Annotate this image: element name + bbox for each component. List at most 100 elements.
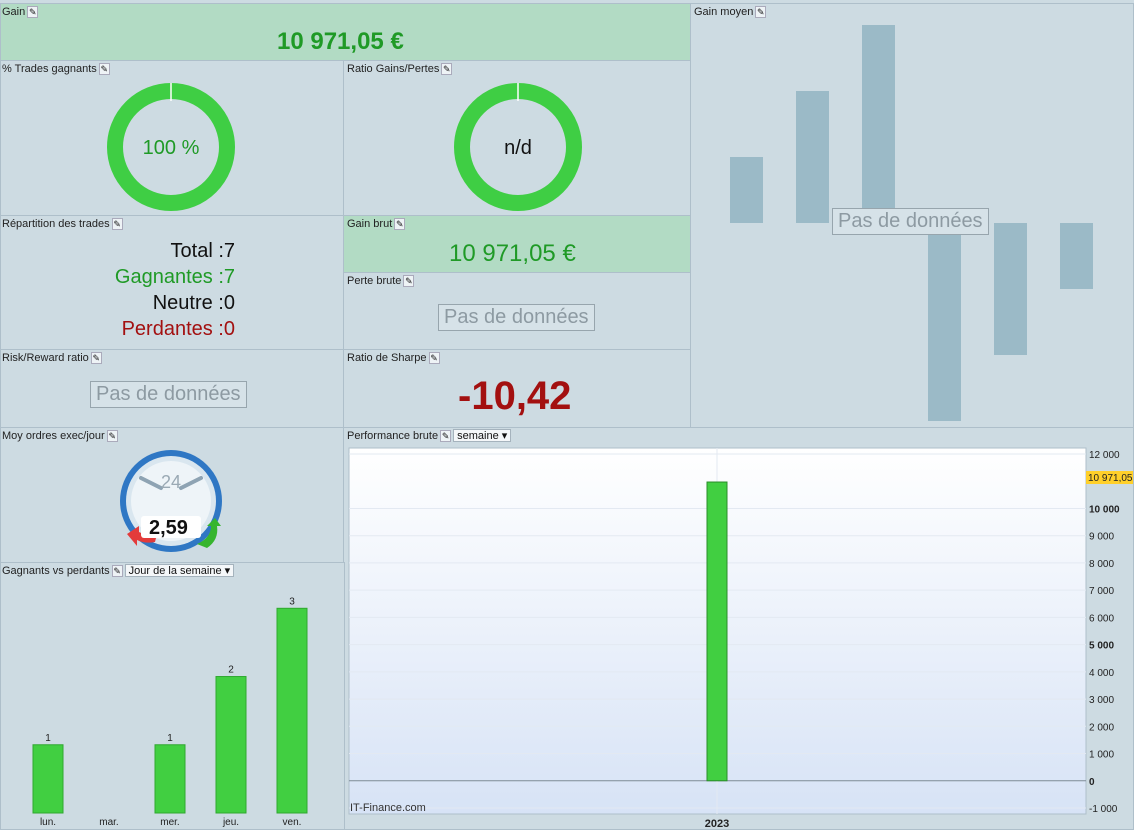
performance-y-tick: 3 000 [1089, 695, 1114, 706]
gain-moyen-placeholder-bar [994, 223, 1027, 355]
repartition-neutre-value: 0 [223, 292, 235, 314]
ratio-gains-pertes-value: n/d [504, 137, 532, 159]
perte-brute-header: Perte brute ✎ [344, 273, 415, 288]
ratio-gains-pertes-header: Ratio Gains/Pertes ✎ [344, 61, 453, 76]
trades-gagnants-settings-wrench-icon[interactable]: ✎ [98, 62, 110, 75]
gagnants-perdants-grouping-value: Jour de la semaine [128, 565, 222, 577]
gagnants-perdants-title: Gagnants vs perdants [2, 564, 110, 577]
repartition-gagnantes-value: 7 [223, 266, 235, 288]
repartition-title: Répartition des trades [2, 217, 110, 230]
gain-moyen-placeholder-bar [730, 157, 763, 223]
clock-24-label: 24 [161, 472, 182, 492]
performance-y-tick: 9 000 [1089, 532, 1114, 543]
gain-settings-wrench-icon[interactable]: ✎ [27, 5, 39, 18]
gagnants-x-tick: ven. [283, 817, 302, 828]
gain-moyen-title: Gain moyen [694, 5, 754, 18]
repartition-header: Répartition des trades ✎ [1, 216, 123, 231]
trades-gagnants-value: 100 % [142, 137, 200, 159]
performance-y-tick: 12 000 [1089, 450, 1120, 461]
gagnants-bar-mer [154, 744, 186, 814]
performance-y-tick: -1 000 [1089, 804, 1118, 815]
performance-y-tick: 4 000 [1089, 668, 1114, 679]
trades-gagnants-header: % Trades gagnants ✎ [1, 61, 110, 76]
performance-y-tick: 7 000 [1089, 586, 1114, 597]
gain-brut-settings-wrench-icon[interactable]: ✎ [394, 217, 406, 230]
repartition-perdantes-label: Perdantes : [121, 318, 224, 340]
gagnants-value-label: 3 [289, 596, 295, 607]
performance-y-tick: 2 000 [1089, 722, 1114, 733]
sharpe-title: Ratio de Sharpe [347, 351, 427, 364]
performance-bar-2023 [706, 481, 728, 782]
sharpe-header: Ratio de Sharpe ✎ [344, 350, 440, 365]
repartition-list: Total :7 Gagnantes :7 Neutre :0 Perdante… [1, 240, 235, 348]
gain-moyen-placeholder-bar [862, 25, 895, 223]
repartition-row-neutre: Neutre :0 [153, 292, 235, 315]
gain-brut-title: Gain brut [347, 217, 393, 230]
gain-moyen-panel: Gain moyen ✎ Pas de données [690, 3, 1134, 428]
repartition-row-gagnantes: Gagnantes :7 [115, 266, 235, 289]
perte-brute-panel: Perte brute ✎ Pas de données [343, 272, 691, 351]
gain-moyen-placeholder-bar [1060, 223, 1093, 289]
gain-moyen-settings-wrench-icon[interactable]: ✎ [755, 5, 767, 18]
gain-title: Gain [2, 5, 26, 18]
repartition-row-perdantes: Perdantes :0 [122, 318, 235, 341]
gagnants-perdants-chart: 1 lun. mar. 1 mer. 2 jeu. 3 ven. [32, 596, 308, 828]
moy-ordres-header: Moy ordres exec/jour ✎ [1, 428, 118, 443]
performance-settings-wrench-icon[interactable]: ✎ [440, 429, 452, 442]
performance-y-tick: 1 000 [1089, 750, 1114, 761]
ratio-gains-pertes-panel: Ratio Gains/Pertes ✎ n/d [343, 60, 691, 217]
risk-reward-panel: Risk/Reward ratio ✎ Pas de données [0, 349, 345, 429]
performance-title: Performance brute [347, 429, 439, 442]
repartition-neutre-label: Neutre : [152, 292, 224, 314]
perte-brute-settings-wrench-icon[interactable]: ✎ [403, 274, 415, 287]
performance-last-value-marker [1086, 471, 1133, 484]
ratio-gains-pertes-settings-wrench-icon[interactable]: ✎ [441, 62, 453, 75]
gain-moyen-header: Gain moyen ✎ [691, 4, 767, 19]
ratio-gains-pertes-title: Ratio Gains/Pertes [347, 62, 440, 75]
performance-period-value: semaine [457, 430, 499, 442]
moy-ordres-value: 2,59 [149, 517, 188, 539]
gagnants-perdants-grouping-dropdown[interactable]: Jour de la semaine ▾ [124, 564, 235, 577]
performance-y-tick: 0 [1089, 777, 1095, 788]
trades-gagnants-panel: % Trades gagnants ✎ 100 % [0, 60, 345, 217]
repartition-perdantes-value: 0 [223, 318, 235, 340]
moy-ordres-settings-wrench-icon[interactable]: ✎ [106, 429, 118, 442]
repartition-total-label: Total : [170, 240, 224, 262]
sharpe-settings-wrench-icon[interactable]: ✎ [428, 351, 440, 364]
gain-value: 10 971,05 € [277, 28, 404, 55]
gain-brut-value: 10 971,05 € [449, 240, 576, 267]
gain-brut-header: Gain brut ✎ [344, 216, 406, 231]
performance-panel: Performance brute ✎ semaine ▾ 12 000 10 0… [343, 427, 1134, 830]
performance-chart: 12 000 10 000 9 000 8 000 7 000 6 000 5 000 4 0… [348, 447, 1133, 830]
gain-header: Gain ✎ [1, 4, 39, 19]
gagnants-perdants-panel: Gagnants vs perdants ✎ Jour de la semain… [0, 562, 345, 830]
trades-gagnants-title: % Trades gagnants [2, 62, 97, 75]
repartition-panel: Répartition des trades ✎ Total :7 Gagnan… [0, 215, 345, 351]
gain-moyen-placeholder-bar [796, 91, 829, 223]
gain-moyen-placeholder-bar [928, 223, 961, 421]
repartition-gagnantes-label: Gagnantes : [114, 266, 224, 288]
gain-moyen-placeholder-chart [730, 25, 1093, 421]
gagnants-bar-jeu [215, 676, 247, 814]
repartition-total-value: 7 [223, 240, 235, 262]
risk-reward-no-data: Pas de données [90, 381, 247, 408]
performance-watermark: IT-Finance.com [350, 802, 426, 814]
performance-header: Performance brute ✎ semaine ▾ [344, 428, 512, 443]
gagnants-x-tick: mar. [99, 817, 118, 828]
performance-period-dropdown[interactable]: semaine ▾ [453, 429, 512, 442]
gain-panel: Gain ✎ 10 971,05 € [0, 3, 691, 61]
repartition-row-total: Total :7 [171, 240, 235, 263]
gagnants-value-label: 1 [167, 733, 173, 744]
gain-moyen-no-data: Pas de données [832, 208, 989, 235]
gagnants-value-label: 1 [45, 733, 51, 744]
gagnants-perdants-settings-wrench-icon[interactable]: ✎ [111, 564, 123, 577]
performance-x-tick: 2023 [705, 818, 729, 830]
perte-brute-title: Perte brute [347, 274, 402, 287]
repartition-settings-wrench-icon[interactable]: ✎ [111, 217, 123, 230]
gagnants-x-tick: lun. [40, 817, 56, 828]
risk-reward-settings-wrench-icon[interactable]: ✎ [90, 351, 102, 364]
moy-ordres-title: Moy ordres exec/jour [2, 429, 105, 442]
sharpe-value: -10,42 [458, 374, 572, 418]
performance-y-tick: 6 000 [1089, 613, 1114, 624]
risk-reward-header: Risk/Reward ratio ✎ [1, 350, 102, 365]
